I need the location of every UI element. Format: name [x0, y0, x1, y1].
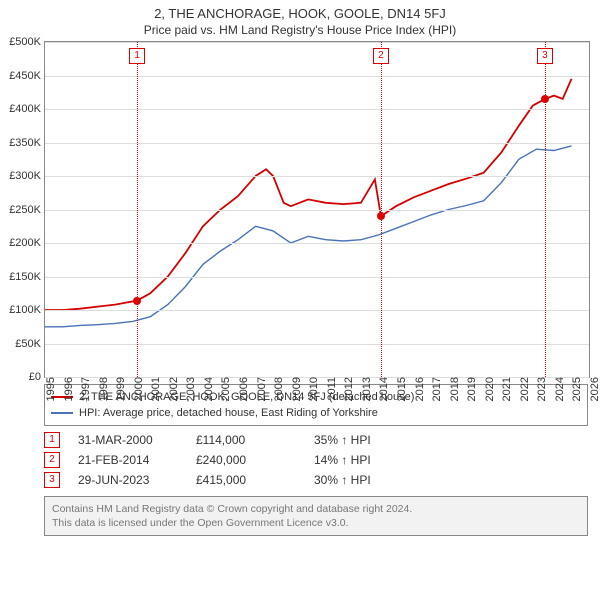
legend-swatch-hpi: [51, 412, 73, 414]
sale-badge: 3: [537, 48, 553, 64]
y-axis-label: £500K: [9, 36, 41, 48]
y-axis-label: £50K: [15, 338, 41, 350]
y-gridline: [45, 176, 589, 177]
x-axis-label: 2003: [181, 377, 197, 401]
sale-date: 21-FEB-2014: [78, 453, 178, 467]
y-gridline: [45, 76, 589, 77]
x-axis-label: 2016: [410, 377, 426, 401]
x-axis-label: 2020: [480, 377, 496, 401]
sale-badge: 2: [373, 48, 389, 64]
x-axis-label: 2021: [497, 377, 513, 401]
x-axis-label: 2002: [164, 377, 180, 401]
x-axis-label: 1995: [41, 377, 57, 401]
y-gridline: [45, 243, 589, 244]
y-axis-label: £200K: [9, 237, 41, 249]
y-gridline: [45, 210, 589, 211]
sale-price: £240,000: [196, 453, 296, 467]
sale-index-badge: 3: [44, 472, 60, 488]
sale-index-badge: 1: [44, 432, 60, 448]
x-axis-label: 2012: [339, 377, 355, 401]
legend-label-hpi: HPI: Average price, detached house, East…: [79, 405, 378, 421]
x-axis-label: 2022: [515, 377, 531, 401]
sale-date: 29-JUN-2023: [78, 473, 178, 487]
sale-price: £114,000: [196, 433, 296, 447]
sale-badge: 1: [129, 48, 145, 64]
price-chart: £0£50K£100K£150K£200K£250K£300K£350K£400…: [44, 41, 590, 378]
sale-delta: 14% ↑ HPI: [314, 453, 414, 467]
sale-point-marker: [377, 212, 385, 220]
x-axis-label: 2019: [462, 377, 478, 401]
y-axis-label: £450K: [9, 70, 41, 82]
x-axis-label: 2025: [567, 377, 583, 401]
y-gridline: [45, 310, 589, 311]
x-axis-label: 2007: [252, 377, 268, 401]
y-gridline: [45, 344, 589, 345]
sale-marker-line: [137, 42, 138, 377]
x-axis-label: 2000: [129, 377, 145, 401]
y-axis-label: £400K: [9, 103, 41, 115]
y-gridline: [45, 42, 589, 43]
y-axis-label: £0: [29, 371, 41, 383]
x-axis-label: 2004: [199, 377, 215, 401]
y-axis-label: £100K: [9, 304, 41, 316]
x-axis-label: 2023: [532, 377, 548, 401]
y-axis-label: £350K: [9, 137, 41, 149]
x-axis-label: 2026: [585, 377, 600, 401]
y-axis-label: £150K: [9, 271, 41, 283]
y-gridline: [45, 277, 589, 278]
sale-index-badge: 2: [44, 452, 60, 468]
y-gridline: [45, 143, 589, 144]
sales-table: 1 31-MAR-2000 £114,000 35% ↑ HPI 2 21-FEB-201…: [44, 430, 588, 490]
attribution-footer: Contains HM Land Registry data © Crown c…: [44, 496, 588, 536]
y-gridline: [45, 109, 589, 110]
footer-line-2: This data is licensed under the Open Gov…: [52, 516, 580, 530]
x-axis-label: 1999: [111, 377, 127, 401]
series-line: [45, 146, 572, 327]
x-axis-label: 2013: [357, 377, 373, 401]
page-title: 2, THE ANCHORAGE, HOOK, GOOLE, DN14 5FJ: [0, 0, 600, 21]
x-axis-label: 2006: [234, 377, 250, 401]
x-axis-label: 2018: [445, 377, 461, 401]
y-axis-label: £250K: [9, 204, 41, 216]
x-axis-label: 2011: [322, 377, 338, 401]
x-axis-label: 2017: [427, 377, 443, 401]
x-axis-label: 2009: [287, 377, 303, 401]
sale-marker-line: [381, 42, 382, 377]
sales-row: 3 29-JUN-2023 £415,000 30% ↑ HPI: [44, 470, 588, 490]
sale-delta: 30% ↑ HPI: [314, 473, 414, 487]
sales-row: 1 31-MAR-2000 £114,000 35% ↑ HPI: [44, 430, 588, 450]
x-axis-label: 2024: [550, 377, 566, 401]
page: 2, THE ANCHORAGE, HOOK, GOOLE, DN14 5FJ …: [0, 0, 600, 590]
x-axis-label: 2001: [146, 377, 162, 401]
sale-point-marker: [541, 95, 549, 103]
x-axis-label: 1996: [59, 377, 75, 401]
page-subtitle: Price paid vs. HM Land Registry's House …: [0, 21, 600, 41]
y-axis-label: £300K: [9, 170, 41, 182]
sale-point-marker: [133, 297, 141, 305]
x-axis-label: 1998: [94, 377, 110, 401]
x-axis-label: 2010: [304, 377, 320, 401]
legend-row-hpi: HPI: Average price, detached house, East…: [51, 405, 581, 421]
series-line: [45, 79, 572, 310]
sale-delta: 35% ↑ HPI: [314, 433, 414, 447]
x-axis-label: 1997: [76, 377, 92, 401]
sale-marker-line: [545, 42, 546, 377]
x-axis-label: 2008: [269, 377, 285, 401]
sale-price: £415,000: [196, 473, 296, 487]
sale-date: 31-MAR-2000: [78, 433, 178, 447]
x-axis-label: 2015: [392, 377, 408, 401]
x-axis-label: 2014: [374, 377, 390, 401]
x-axis-label: 2005: [216, 377, 232, 401]
footer-line-1: Contains HM Land Registry data © Crown c…: [52, 502, 580, 516]
sales-row: 2 21-FEB-2014 £240,000 14% ↑ HPI: [44, 450, 588, 470]
